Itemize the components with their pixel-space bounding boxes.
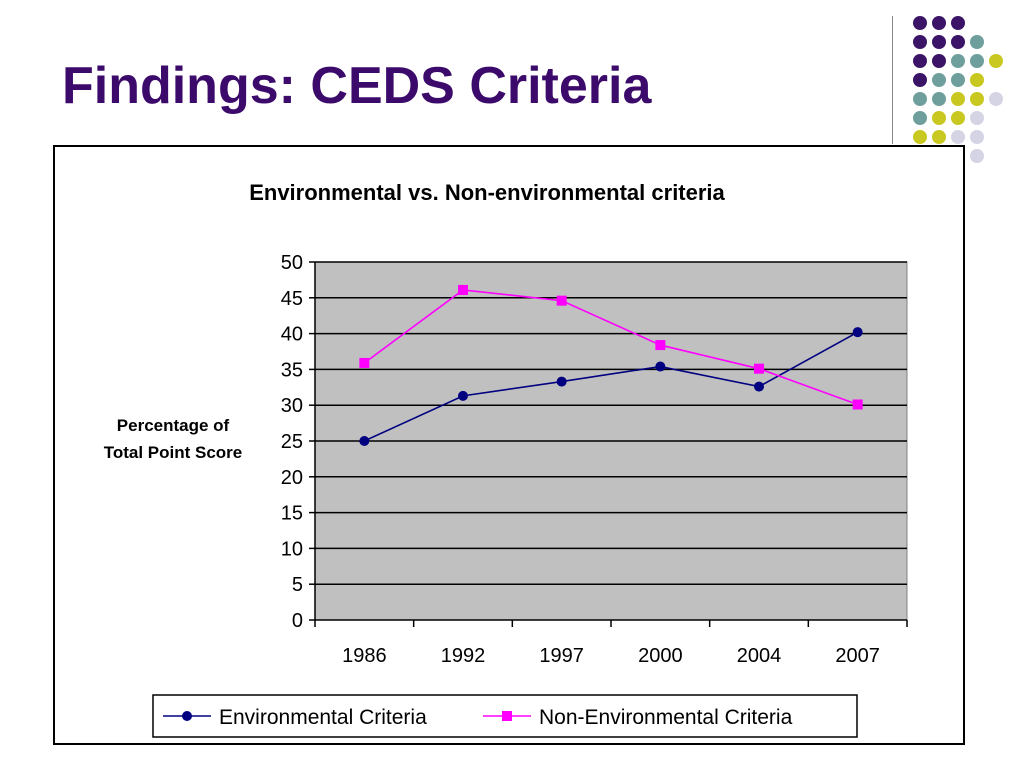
y-tick-label: 25 — [281, 431, 303, 453]
y-axis-label: Total Point Score — [104, 443, 243, 462]
data-point — [754, 363, 764, 374]
decorative-dot — [913, 92, 927, 106]
decorative-dot — [970, 54, 984, 68]
y-axis-label: Percentage of — [117, 416, 230, 435]
y-tick-label: 40 — [281, 324, 303, 346]
x-tick-label: 2000 — [638, 645, 683, 667]
decorative-dot — [932, 111, 946, 125]
decorative-dot — [913, 130, 927, 144]
data-point — [556, 295, 567, 306]
decorative-dot — [913, 16, 927, 30]
x-tick-label: 1986 — [342, 645, 387, 667]
data-point — [359, 436, 370, 446]
y-tick-label: 20 — [281, 467, 303, 489]
data-point — [655, 340, 666, 351]
chart-frame: Environmental vs. Non-environmental crit… — [53, 145, 965, 745]
decorative-dot — [970, 149, 984, 163]
x-tick-label: 2004 — [737, 645, 782, 667]
y-tick-label: 50 — [281, 252, 303, 274]
y-tick-label: 30 — [281, 395, 303, 417]
decorative-dot — [951, 73, 965, 87]
data-point — [458, 284, 468, 295]
legend-marker — [502, 711, 512, 721]
decorative-dot — [989, 54, 1003, 68]
decorative-dot — [951, 130, 965, 144]
data-point — [852, 399, 863, 410]
slide-title: Findings: CEDS Criteria — [62, 57, 652, 115]
x-tick-label: 1992 — [441, 645, 486, 667]
x-tick-label: 1997 — [539, 645, 584, 667]
decorative-dot — [932, 16, 946, 30]
decorative-dot — [913, 54, 927, 68]
legend-label: Environmental Criteria — [219, 706, 427, 729]
decorative-dot — [932, 73, 946, 87]
y-tick-label: 0 — [292, 610, 303, 632]
decorative-dot — [989, 92, 1003, 106]
decorative-dot — [970, 130, 984, 144]
chart-title: Environmental vs. Non-environmental crit… — [249, 180, 725, 205]
decorative-dot — [951, 16, 965, 30]
data-point — [655, 361, 666, 372]
line-chart: Environmental vs. Non-environmental crit… — [104, 180, 908, 738]
data-point — [359, 357, 370, 368]
decorative-dot — [913, 111, 927, 125]
legend-label: Non-Environmental Criteria — [539, 706, 793, 729]
decorative-dot — [932, 35, 946, 49]
decorative-dot — [951, 54, 965, 68]
data-point — [754, 381, 764, 392]
data-point — [852, 327, 863, 338]
decorative-dot — [932, 92, 946, 106]
series-line-1 — [364, 331, 859, 442]
decorative-dot — [951, 111, 965, 125]
legend-marker — [182, 711, 192, 721]
decorative-dot — [932, 54, 946, 68]
data-point — [458, 390, 468, 401]
decorative-dot — [913, 35, 927, 49]
decorative-dot — [970, 92, 984, 106]
x-tick-label: 2007 — [835, 645, 880, 667]
decorative-dot — [970, 73, 984, 87]
decorative-dot — [913, 73, 927, 87]
data-point — [556, 376, 567, 387]
decorative-dot — [932, 130, 946, 144]
y-tick-label: 35 — [281, 359, 303, 381]
decorative-dot — [970, 35, 984, 49]
y-tick-label: 15 — [281, 503, 303, 525]
decorative-dot — [951, 35, 965, 49]
y-tick-label: 45 — [281, 288, 303, 310]
y-tick-label: 10 — [281, 538, 303, 560]
series-line-2 — [363, 289, 858, 406]
decorative-divider — [892, 16, 893, 144]
decorative-dot — [951, 92, 965, 106]
y-tick-label: 5 — [292, 574, 303, 596]
decorative-dot — [970, 111, 984, 125]
